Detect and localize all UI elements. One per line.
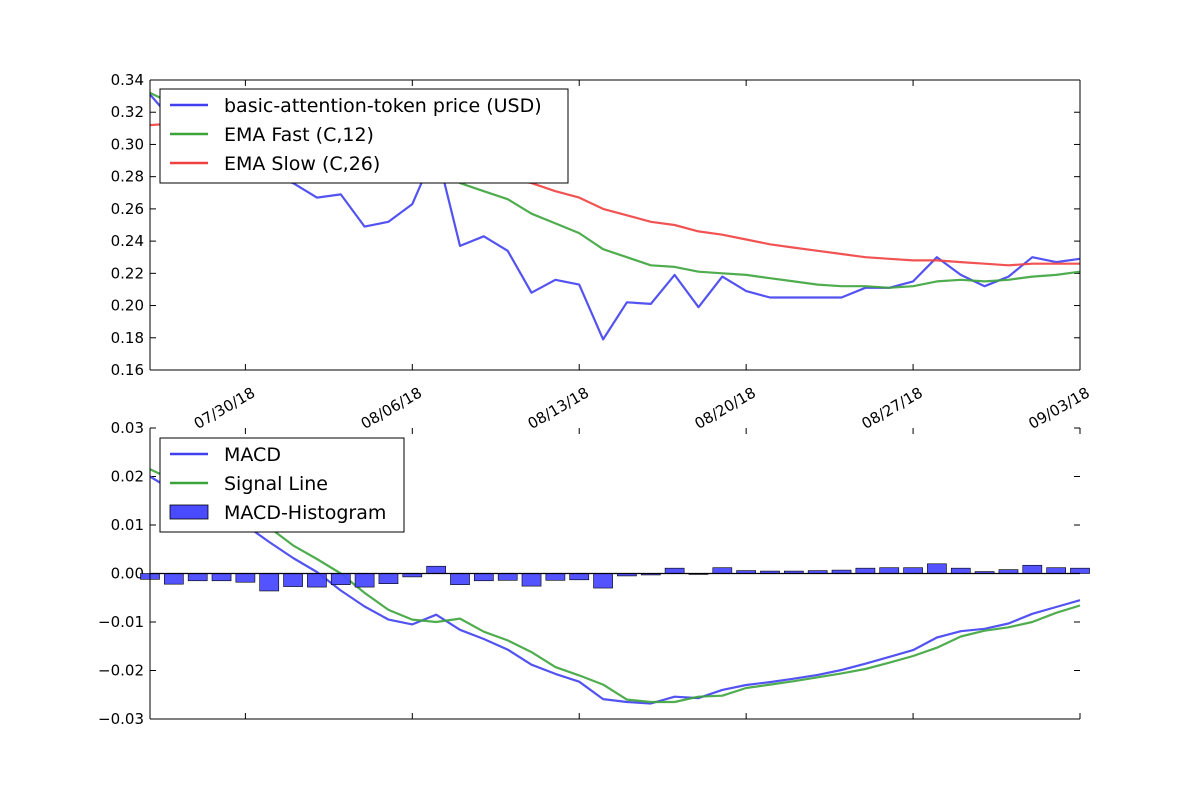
- histogram-bar: [855, 567, 876, 574]
- histogram-bar: [903, 567, 923, 574]
- histogram-bar: [307, 573, 327, 588]
- y-tick-label: 0.02: [111, 468, 144, 486]
- x-tick-label: 08/13/18: [525, 384, 592, 433]
- y-tick-label: 0.20: [111, 297, 144, 315]
- y-tick-label: 0.28: [111, 168, 144, 186]
- legend-label-3: EMA Slow (C,26): [224, 153, 380, 175]
- x-tick-label: 07/30/18: [191, 384, 258, 433]
- histogram-bar: [1022, 564, 1043, 574]
- y-tick-label: 0.32: [111, 103, 144, 121]
- histogram-bar: [569, 573, 590, 581]
- histogram-bar: [235, 573, 256, 583]
- y-tick-label: 0.30: [111, 135, 144, 153]
- histogram-bar: [1070, 567, 1090, 574]
- histogram-bar: [330, 573, 351, 585]
- histogram-bar: [521, 573, 542, 587]
- y-tick-label: 0.22: [111, 264, 144, 282]
- histogram-bar: [879, 567, 900, 574]
- macd-chart-panel: −0.03 −0.02 −0.01 0.00 0.01 0.02 0.03 MACD Signa…: [98, 419, 1090, 728]
- y-tick-label: −0.02: [98, 662, 144, 680]
- legend-box: [159, 88, 569, 184]
- histogram-bar: [354, 573, 375, 588]
- histogram-bar: [497, 573, 518, 581]
- histogram-bar: [211, 573, 232, 582]
- histogram-bar: [545, 573, 566, 581]
- price-chart-panel: 0.16 0.18 0.20 0.22 0.24 0.26 0.28 0.30 0.32 0.34…: [111, 71, 1093, 433]
- histogram-bar: [187, 573, 208, 582]
- y-tick-label: 0.34: [111, 71, 144, 89]
- histogram-bar: [474, 573, 494, 582]
- histogram-bar: [378, 573, 399, 584]
- y-tick-label: −0.03: [98, 710, 144, 728]
- y-tick-label: 0.16: [111, 361, 144, 379]
- y-tick-label: 0.03: [111, 419, 144, 437]
- y-tick-label: −0.01: [98, 613, 144, 631]
- histogram-bar: [950, 567, 971, 574]
- x-tick-label: 08/20/18: [692, 384, 759, 433]
- x-tick-label: 08/27/18: [858, 384, 925, 433]
- legend-swatch-3: [169, 504, 209, 520]
- y-tick-label: 0.00: [111, 565, 144, 583]
- histogram-bar: [450, 573, 470, 585]
- histogram-bar: [426, 565, 446, 574]
- histogram-bar: [712, 567, 733, 574]
- histogram-bar: [664, 567, 685, 574]
- legend-label-2: EMA Fast (C,12): [224, 124, 374, 146]
- histogram-bar: [927, 563, 947, 574]
- histogram-bar: [259, 573, 280, 592]
- legend-label-2: Signal Line: [224, 473, 328, 495]
- x-tick-label: 08/06/18: [358, 384, 425, 433]
- histogram-bar: [164, 573, 184, 585]
- legend-label-1: MACD: [224, 444, 281, 466]
- histogram-bar: [1046, 567, 1066, 574]
- legend-label-3: MACD-Histogram: [224, 502, 386, 524]
- series-line-2: [149, 468, 1081, 704]
- y-tick-label: 0.01: [111, 516, 144, 534]
- legend-label-1: basic-attention-token price (USD): [224, 95, 542, 117]
- y-tick-label: 0.18: [111, 329, 144, 347]
- x-tick-label: 09/03/18: [1025, 384, 1092, 433]
- series-line-1: [149, 475, 1081, 705]
- series-line-1: [149, 93, 1081, 341]
- histogram-bar: [593, 573, 613, 589]
- histogram-bar: [283, 573, 303, 587]
- y-tick-label: 0.24: [111, 232, 144, 250]
- y-tick-label: 0.26: [111, 200, 144, 218]
